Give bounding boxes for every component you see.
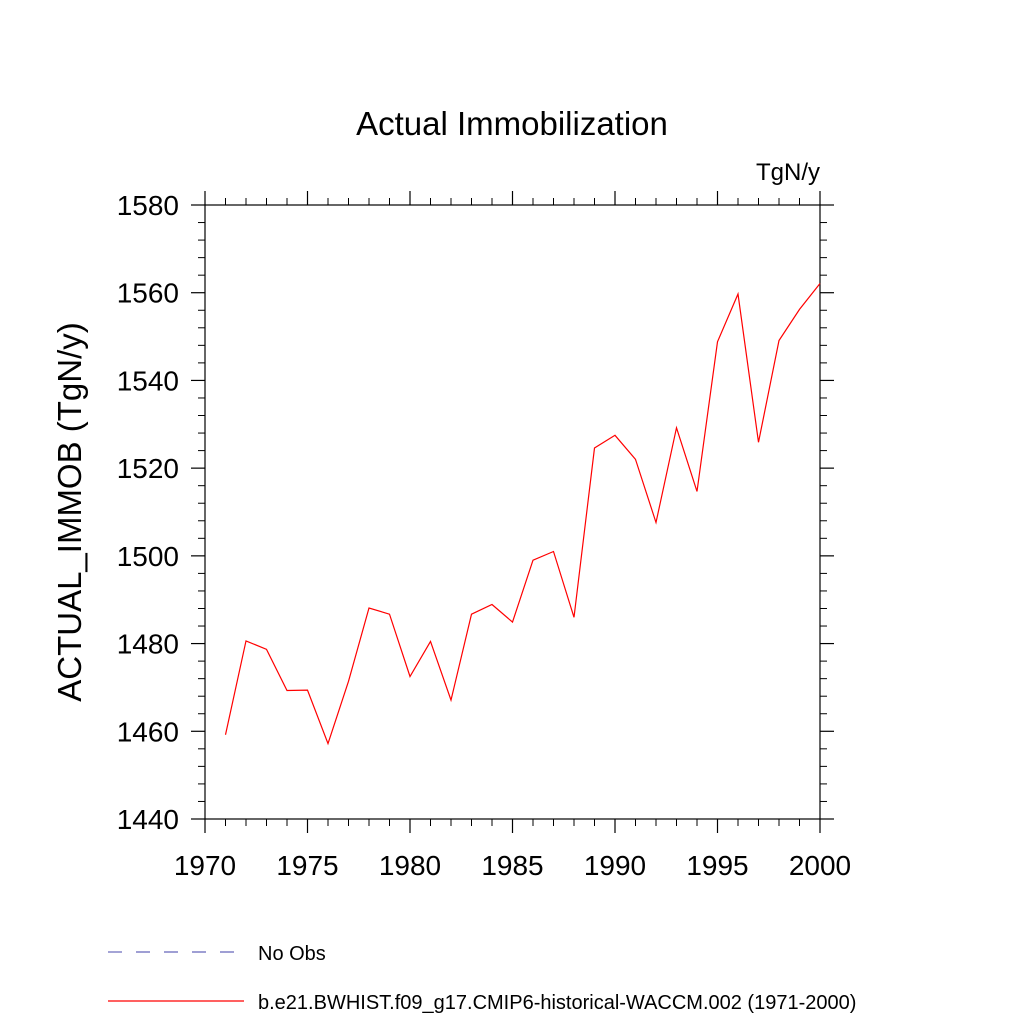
x-tick-label: 2000 <box>789 850 851 881</box>
chart-title: Actual Immobilization <box>356 105 668 142</box>
units-label: TgN/y <box>756 159 820 186</box>
axes <box>204 204 821 820</box>
tick-labels: 1970 1975 1980 1985 1990 1995 2000 1440 1460 1480… <box>117 190 851 881</box>
legend-label: b.e21.BWHIST.f09_g17.CMIP6-historical-WA… <box>258 992 856 1014</box>
y-tick-label: 1560 <box>117 278 179 309</box>
y-tick-label: 1520 <box>117 453 179 484</box>
y-tick-label: 1440 <box>117 804 179 835</box>
legend-label: No Obs <box>258 943 326 965</box>
y-tick-label: 1480 <box>117 629 179 660</box>
plot-frame <box>204 204 821 820</box>
axis-ticks <box>191 191 834 833</box>
x-tick-label: 1970 <box>174 850 236 881</box>
y-axis-label: ACTUAL_IMMOB (TgN/y) <box>51 322 88 702</box>
y-tick-label: 1580 <box>117 190 179 221</box>
x-tick-label: 1990 <box>584 850 646 881</box>
x-tick-label: 1975 <box>276 850 338 881</box>
y-tick-label: 1460 <box>117 716 179 747</box>
x-tick-label: 1980 <box>379 850 441 881</box>
y-tick-label: 1540 <box>117 365 179 396</box>
y-tick-label: 1500 <box>117 541 179 572</box>
x-tick-label: 1985 <box>481 850 543 881</box>
x-tick-label: 1995 <box>686 850 748 881</box>
series-line <box>224 283 821 746</box>
legend: No Obs b.e21.BWHIST.f09_g17.CMIP6-histori… <box>108 943 856 1014</box>
series-lines <box>224 283 821 746</box>
